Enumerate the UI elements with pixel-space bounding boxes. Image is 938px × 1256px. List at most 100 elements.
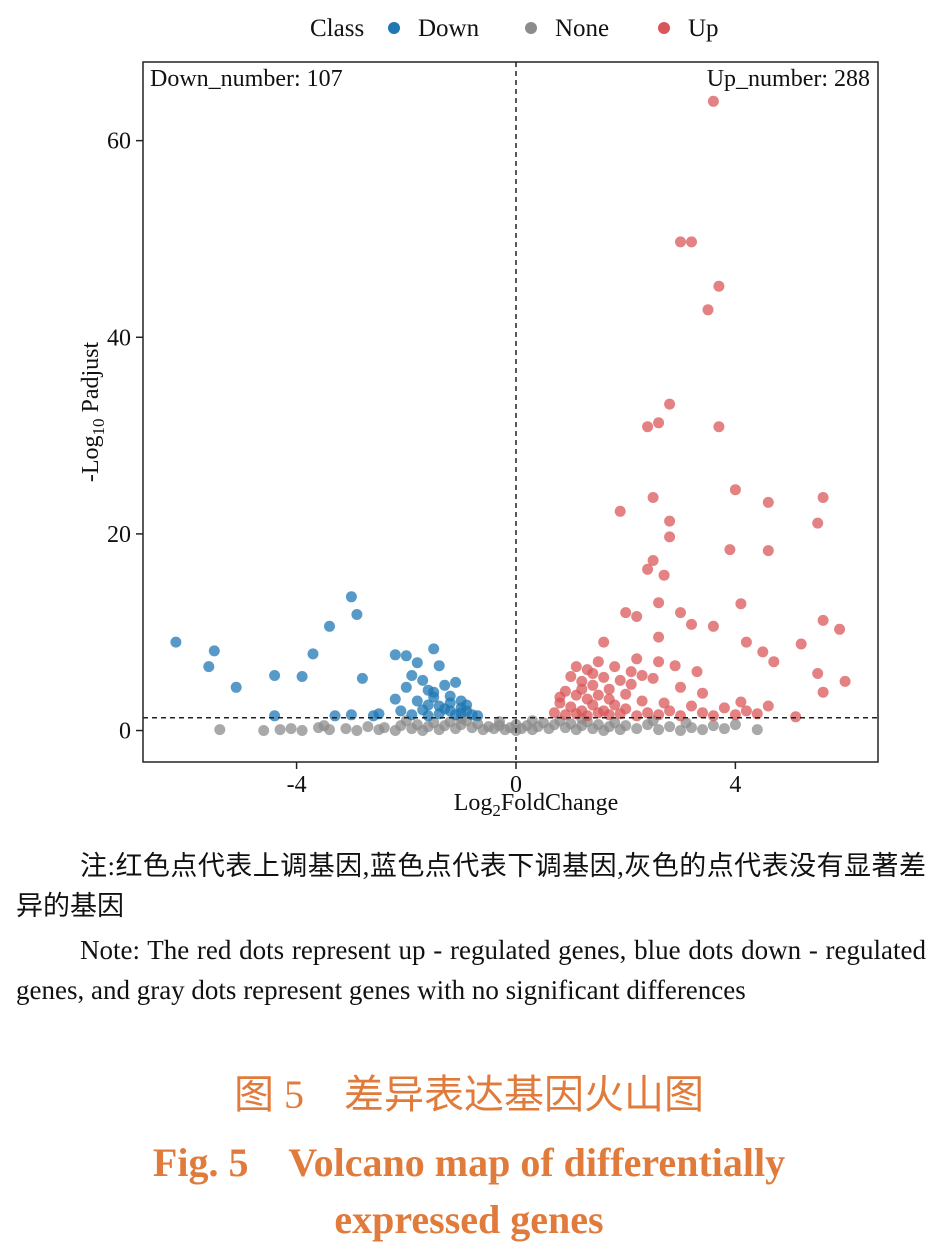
x-axis-label-main: Log <box>454 790 493 816</box>
data-point-up <box>609 699 621 711</box>
reference-lines <box>143 62 878 762</box>
data-point-up <box>603 709 615 721</box>
note-zh-text: 注:红色点代表上调基因,蓝色点代表下调基因,灰色的点代表没有显著差异的基因 <box>16 851 926 921</box>
figure-note-english: Note: The red dots represent up - regula… <box>16 930 926 1010</box>
data-point-down <box>230 681 242 693</box>
data-point-up <box>664 705 676 717</box>
data-point-up <box>592 707 604 719</box>
data-point-up <box>834 623 846 635</box>
x-tick-label: -4 <box>287 772 307 798</box>
data-point-up <box>658 569 670 581</box>
data-point-up <box>675 607 686 619</box>
legend-marker-none <box>525 22 537 34</box>
data-point-none <box>494 716 505 728</box>
data-point-up <box>647 555 659 566</box>
figure-note-chinese: 注:红色点代表上调基因,蓝色点代表下调基因,灰色的点代表没有显著差异的基因 <box>16 846 926 926</box>
data-point-up <box>631 653 643 665</box>
legend-label-down: Down <box>418 15 480 42</box>
data-point-up <box>740 636 752 648</box>
data-point-down <box>444 697 456 709</box>
data-point-up <box>570 708 582 720</box>
data-point-up <box>625 666 637 678</box>
data-point-none <box>378 722 390 734</box>
data-point-up <box>642 421 654 433</box>
data-point-up <box>631 710 643 722</box>
data-point-up <box>762 545 774 557</box>
data-point-none <box>362 721 374 733</box>
data-point-down <box>428 643 440 655</box>
y-axis-label-subscript: 10 <box>89 419 108 436</box>
data-point-up <box>702 304 714 316</box>
data-point-up <box>713 421 725 433</box>
data-point-up <box>653 597 665 609</box>
data-point-down <box>203 661 215 673</box>
legend-marker-down <box>388 22 400 34</box>
data-point-down <box>324 620 335 632</box>
data-point-up <box>653 656 665 668</box>
data-point-none <box>620 720 632 732</box>
data-point-up <box>669 660 681 672</box>
points-layer <box>170 95 851 736</box>
plot-frame <box>142 61 879 763</box>
data-point-up <box>664 398 676 410</box>
data-point-up <box>592 689 604 701</box>
data-point-down <box>411 695 423 707</box>
data-point-none <box>718 723 730 735</box>
data-point-up <box>631 611 643 622</box>
data-point-up <box>647 672 659 684</box>
y-tick-label: 20 <box>107 522 131 548</box>
data-point-up <box>795 638 807 650</box>
data-point-up <box>817 614 829 626</box>
data-point-up <box>609 661 621 673</box>
data-point-up <box>625 678 637 690</box>
x-axis-label-subscript: 2 <box>492 801 501 820</box>
data-point-up <box>664 531 676 543</box>
legend-label-up: Up <box>688 15 719 42</box>
data-point-none <box>664 721 676 733</box>
data-point-up <box>598 636 610 648</box>
data-point-none <box>214 724 226 736</box>
data-point-up <box>757 646 769 658</box>
data-point-up <box>768 656 780 668</box>
y-tick-label: 40 <box>107 325 131 351</box>
data-point-up <box>707 710 719 722</box>
data-point-up <box>729 484 741 496</box>
data-point-up <box>570 661 582 673</box>
x-axis-label: Log2FoldChange <box>454 790 619 820</box>
data-point-none <box>274 724 286 736</box>
data-point-down <box>208 645 220 657</box>
data-point-down <box>433 708 445 720</box>
data-point-down <box>351 609 363 620</box>
data-point-up <box>697 687 708 699</box>
data-point-up <box>751 708 763 720</box>
data-point-up <box>642 563 654 575</box>
data-point-up <box>697 707 708 719</box>
data-point-up <box>587 699 599 711</box>
data-point-up <box>603 683 615 695</box>
data-point-up <box>614 505 626 517</box>
data-point-up <box>565 671 577 682</box>
data-point-none <box>729 719 741 731</box>
data-point-up <box>817 686 829 698</box>
legend-marker-up <box>658 22 670 34</box>
data-point-up <box>817 492 829 503</box>
data-point-down <box>345 591 357 603</box>
data-point-down <box>367 710 379 722</box>
y-tick-label: 0 <box>119 719 131 745</box>
data-point-up <box>839 675 851 687</box>
data-point-up <box>740 705 752 717</box>
down-number-label: Down_number: 107 <box>150 66 343 92</box>
data-point-down <box>345 709 357 721</box>
data-point-up <box>812 517 824 529</box>
data-point-down <box>389 693 401 705</box>
data-point-none <box>631 723 643 735</box>
figure-caption-chinese: 图 5 差异表达基因火山图 <box>234 1072 704 1117</box>
data-point-up <box>620 688 632 700</box>
data-point-down <box>269 670 281 681</box>
data-point-up <box>686 236 697 248</box>
data-point-up <box>664 515 676 527</box>
data-point-down <box>433 700 445 712</box>
data-point-down <box>307 648 319 660</box>
y-tick-label: 60 <box>107 129 131 155</box>
